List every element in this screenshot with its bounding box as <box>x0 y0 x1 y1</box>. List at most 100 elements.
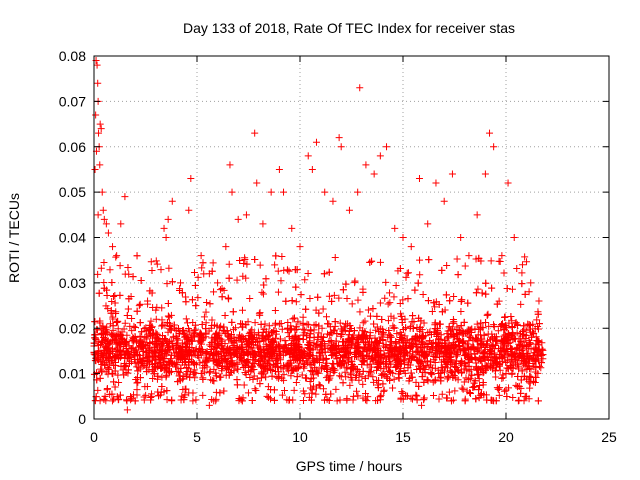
data-point-marker <box>163 373 170 380</box>
data-point-marker <box>353 388 360 395</box>
data-point-marker <box>377 300 384 307</box>
data-points <box>91 57 547 413</box>
data-point-marker <box>501 270 508 277</box>
data-point-marker <box>515 397 522 404</box>
data-point-marker <box>312 391 319 398</box>
data-point-marker <box>252 319 259 326</box>
data-point-marker <box>278 320 285 327</box>
data-point-marker <box>451 387 458 394</box>
data-point-marker <box>158 266 165 273</box>
data-point-marker <box>102 393 109 400</box>
data-point-marker <box>526 385 533 392</box>
data-point-marker <box>425 256 432 263</box>
data-point-marker <box>338 143 345 150</box>
data-point-marker <box>356 84 363 91</box>
data-point-marker <box>282 298 289 305</box>
data-point-marker <box>311 322 318 329</box>
data-point-marker <box>207 300 214 307</box>
data-point-marker <box>381 295 388 302</box>
data-point-marker <box>198 252 205 259</box>
data-point-marker <box>168 397 175 404</box>
data-point-marker <box>464 300 471 307</box>
data-point-marker <box>153 316 160 323</box>
data-point-marker <box>430 392 437 399</box>
data-point-marker <box>97 121 104 128</box>
data-point-marker <box>117 220 124 227</box>
data-point-marker <box>137 301 144 308</box>
data-point-marker <box>214 279 221 286</box>
y-tick-label: 0.06 <box>59 139 86 155</box>
data-point-marker <box>527 279 534 286</box>
data-point-marker <box>302 306 309 313</box>
data-point-marker <box>400 234 407 241</box>
data-point-marker <box>189 390 196 397</box>
data-point-marker <box>458 298 465 305</box>
data-point-marker <box>251 256 258 263</box>
data-point-marker <box>514 383 521 390</box>
data-point-marker <box>288 225 295 232</box>
data-point-marker <box>97 375 104 382</box>
data-point-marker <box>92 111 99 118</box>
data-point-marker <box>457 234 464 241</box>
data-point-marker <box>165 300 172 307</box>
data-point-marker <box>386 299 393 306</box>
data-point-marker <box>91 318 98 325</box>
data-point-marker <box>241 381 248 388</box>
data-point-marker <box>517 390 524 397</box>
data-point-marker <box>313 139 320 146</box>
data-point-marker <box>133 392 140 399</box>
data-point-marker <box>344 295 351 302</box>
data-point-marker <box>415 280 422 287</box>
data-point-marker <box>367 313 374 320</box>
data-point-marker <box>511 234 518 241</box>
data-point-marker <box>336 134 343 141</box>
data-point-marker <box>356 308 363 315</box>
data-point-marker <box>124 312 131 319</box>
data-point-marker <box>389 384 396 391</box>
data-point-marker <box>198 370 205 377</box>
data-point-marker <box>455 271 462 278</box>
data-point-marker <box>243 211 250 218</box>
data-point-marker <box>411 287 418 294</box>
data-point-marker <box>259 220 266 227</box>
data-point-marker <box>365 307 372 314</box>
x-tick-label: 5 <box>193 429 201 445</box>
data-point-marker <box>192 396 199 403</box>
data-point-marker <box>228 319 235 326</box>
data-point-marker <box>450 320 457 327</box>
data-point-marker <box>439 391 446 398</box>
y-axis-label: ROTI / TECUs <box>6 193 22 283</box>
data-point-marker <box>94 271 101 278</box>
data-point-marker <box>280 189 287 196</box>
data-point-marker <box>390 293 397 300</box>
data-point-marker <box>488 285 495 292</box>
data-point-marker <box>192 302 199 309</box>
data-point-marker <box>371 170 378 177</box>
data-point-marker <box>441 198 448 205</box>
data-point-marker <box>383 143 390 150</box>
data-point-marker <box>449 170 456 177</box>
data-point-marker <box>105 229 112 236</box>
data-point-marker <box>414 396 421 403</box>
data-point-marker <box>289 315 296 322</box>
data-point-marker <box>96 161 103 168</box>
data-point-marker <box>460 386 467 393</box>
data-point-marker <box>201 313 208 320</box>
data-point-marker <box>320 306 327 313</box>
data-point-marker <box>106 266 113 273</box>
data-point-marker <box>153 257 160 264</box>
data-point-marker <box>421 394 428 401</box>
data-point-marker <box>329 198 336 205</box>
data-point-marker <box>369 305 376 312</box>
data-point-marker <box>291 326 298 333</box>
data-point-marker <box>373 313 380 320</box>
y-tick-label: 0.08 <box>59 48 86 64</box>
data-point-marker <box>300 397 307 404</box>
data-point-marker <box>219 293 226 300</box>
data-point-marker <box>462 262 469 269</box>
data-point-marker <box>277 335 284 342</box>
data-point-marker <box>234 381 241 388</box>
data-point-marker <box>128 315 135 322</box>
data-point-marker <box>472 395 479 402</box>
x-tick-label: 10 <box>292 429 308 445</box>
